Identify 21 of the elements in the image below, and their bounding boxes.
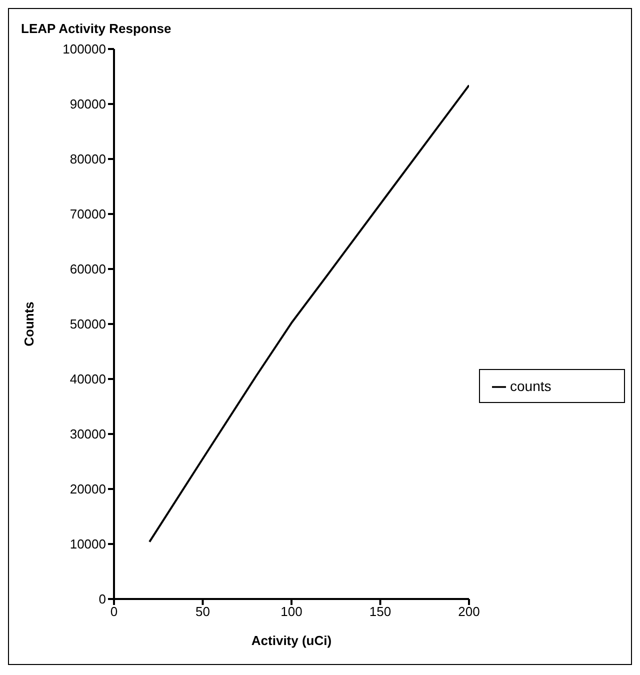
x-axis-title: Activity (uCi) [251,633,332,648]
chart-title: LEAP Activity Response [21,21,172,36]
legend-label: counts [510,378,552,394]
x-tick-label: 50 [196,604,210,620]
x-tick-label: 200 [458,604,480,620]
y-tick-label: 50000 [70,316,106,332]
y-tick-label: 60000 [70,262,106,277]
y-tick-label: 30000 [70,426,106,442]
y-axis-title: Counts [22,302,37,346]
y-tick-label: 90000 [70,96,106,112]
x-tick-label: 150 [369,604,392,620]
y-tick-label: 20000 [70,482,106,497]
y-tick-label: 100000 [62,42,106,57]
y-tick-label: 0 [98,592,106,607]
line-series [148,84,469,543]
y-tick-label: 70000 [70,206,106,222]
y-tick-label: 10000 [70,536,106,552]
y-tick-label: 40000 [70,372,106,387]
y-tick-label: 80000 [70,152,106,167]
x-tick-label: 0 [110,604,118,620]
x-tick-label: 100 [280,604,302,620]
